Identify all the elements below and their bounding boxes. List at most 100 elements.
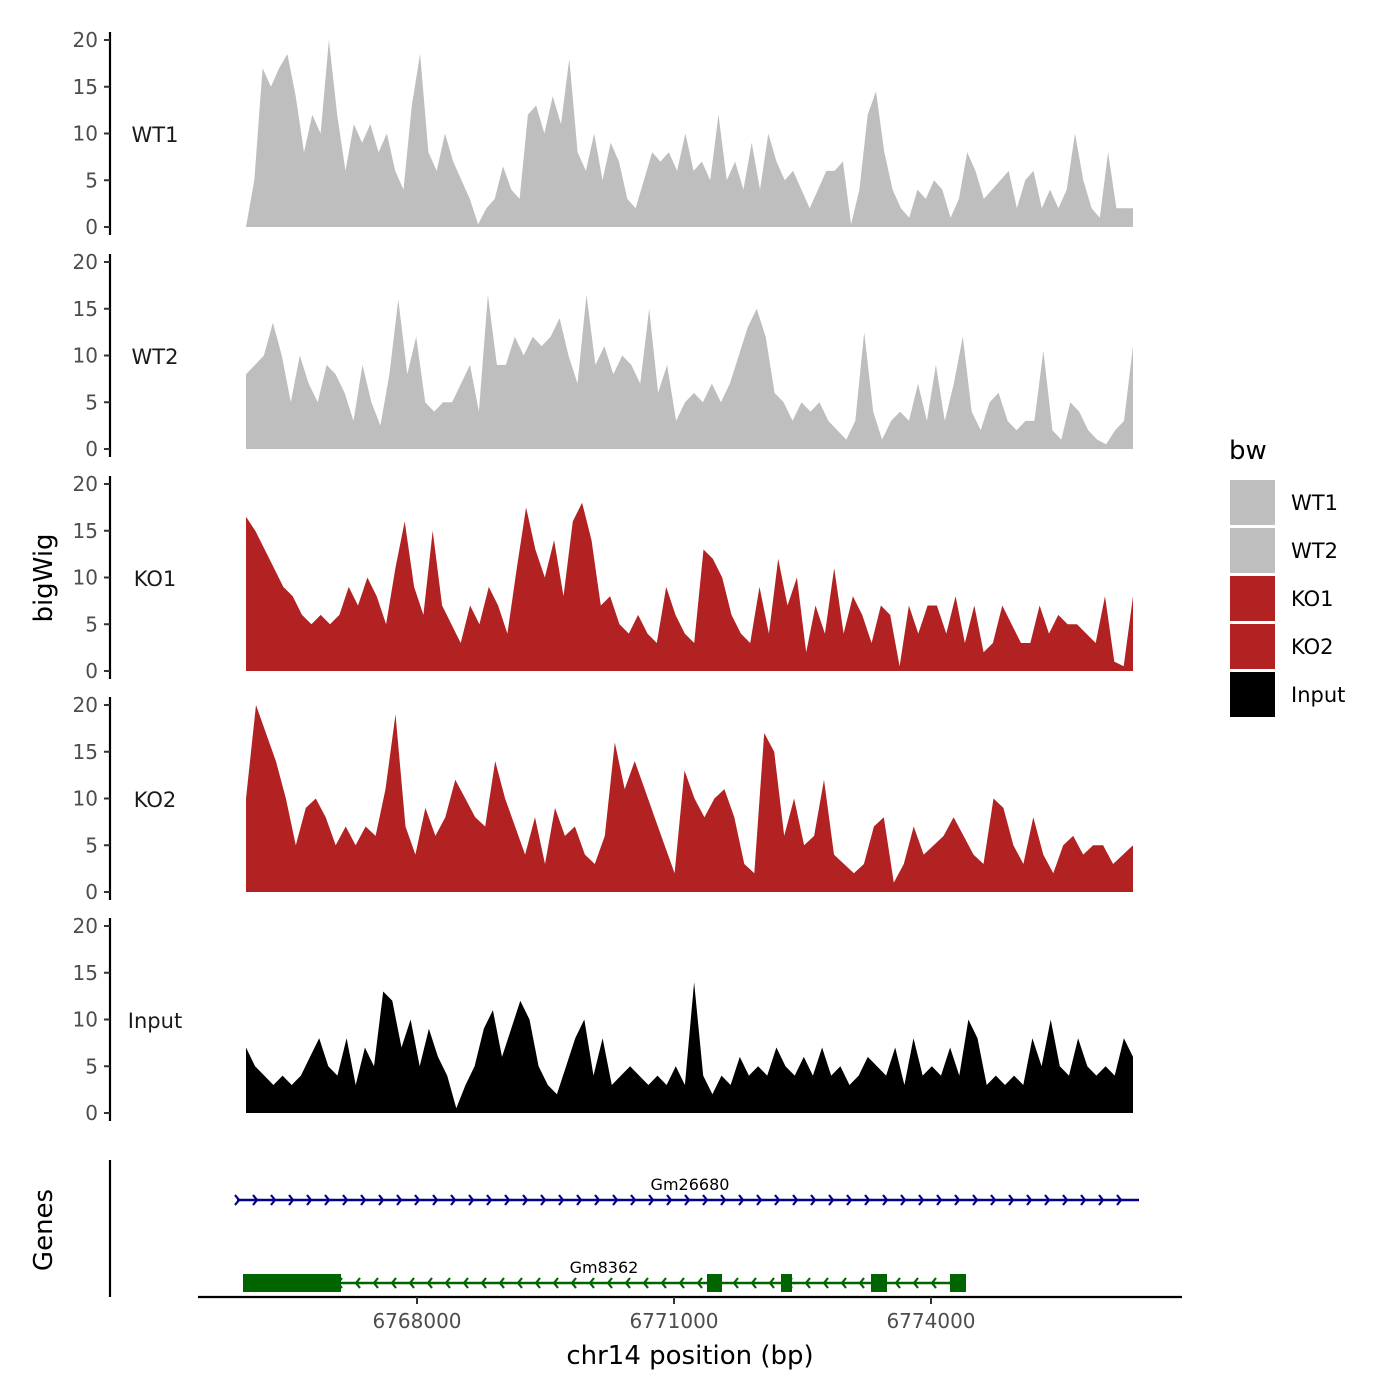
strand-chevron — [462, 1277, 469, 1289]
legend-label-ko2: KO2 — [1291, 635, 1334, 659]
strand-chevron — [354, 1277, 361, 1289]
strand-chevron — [594, 1194, 601, 1206]
y-tick-label: 5 — [85, 1054, 98, 1078]
strand-chevron — [414, 1194, 421, 1206]
panel-ko1: 0 5 10 15 20 KO1 — [73, 472, 1133, 683]
gene-exon — [269, 1274, 341, 1292]
strand-chevron — [498, 1277, 505, 1289]
y-tick-label: 0 — [85, 880, 98, 904]
gene-exon — [781, 1274, 792, 1292]
legend-title: bw — [1229, 436, 1267, 466]
y-tick-label: 0 — [85, 659, 98, 683]
strand-chevron — [828, 1194, 835, 1206]
legend-key-ko1 — [1230, 576, 1275, 621]
area-wt2 — [246, 294, 1133, 449]
legend-key-input — [1230, 672, 1275, 717]
track-label: Input — [128, 1009, 182, 1033]
y-tick-label: 15 — [73, 961, 98, 985]
strand-chevron — [612, 1194, 619, 1206]
strand-chevron — [648, 1194, 655, 1206]
strand-chevron — [678, 1277, 685, 1289]
strand-chevron — [234, 1194, 241, 1206]
gene-label: Gm26680 — [651, 1175, 730, 1194]
strand-chevron — [750, 1277, 757, 1289]
strand-chevron — [630, 1194, 637, 1206]
area-input — [246, 982, 1133, 1113]
strand-chevron — [306, 1194, 313, 1206]
y-tick-label: 10 — [73, 1008, 98, 1032]
y-tick-label: 15 — [73, 75, 98, 99]
strand-chevron — [810, 1194, 817, 1206]
strand-chevron — [1116, 1194, 1123, 1206]
strand-chevron — [1080, 1194, 1087, 1206]
legend-key-wt2 — [1230, 528, 1275, 573]
strand-chevron — [696, 1277, 703, 1289]
strand-chevron — [324, 1194, 331, 1206]
gene-gm26680: Gm26680 — [234, 1175, 1139, 1206]
strand-chevron — [288, 1194, 295, 1206]
x-axis-title: chr14 position (bp) — [566, 1341, 813, 1371]
strand-chevron — [270, 1194, 277, 1206]
gene-gm8362: Gm8362 — [243, 1258, 966, 1292]
strand-chevron — [396, 1194, 403, 1206]
strand-chevron — [900, 1194, 907, 1206]
strand-chevron — [1044, 1194, 1051, 1206]
strand-chevron — [432, 1194, 439, 1206]
strand-chevron — [660, 1277, 667, 1289]
y-tick-label: 5 — [85, 833, 98, 857]
y-tick-label: 20 — [73, 472, 98, 496]
y-tick-label: 5 — [85, 390, 98, 414]
strand-chevron — [444, 1277, 451, 1289]
strand-chevron — [558, 1194, 565, 1206]
legend-label-wt2: WT2 — [1291, 539, 1338, 563]
legend-key-wt1 — [1230, 480, 1275, 525]
strand-chevron — [522, 1194, 529, 1206]
y-tick-label: 20 — [73, 28, 98, 52]
strand-chevron — [666, 1194, 673, 1206]
strand-chevron — [1062, 1194, 1069, 1206]
genes-axis-title: Genes — [29, 1189, 59, 1271]
strand-chevron — [918, 1194, 925, 1206]
strand-chevron — [1026, 1194, 1033, 1206]
strand-chevron — [570, 1277, 577, 1289]
strand-chevron — [480, 1277, 487, 1289]
strand-chevron — [468, 1194, 475, 1206]
y-tick-label: 20 — [73, 250, 98, 274]
area-ko2 — [246, 705, 1133, 892]
y-tick-label: 10 — [73, 344, 98, 368]
x-tick-label: 6774000 — [886, 1309, 975, 1333]
gene-label: Gm8362 — [570, 1258, 639, 1277]
y-tick-label: 5 — [85, 168, 98, 192]
y-tick-label: 10 — [73, 566, 98, 590]
strand-chevron — [846, 1194, 853, 1206]
x-tick-label: 6768000 — [372, 1309, 461, 1333]
strand-chevron — [642, 1277, 649, 1289]
track-label: WT2 — [132, 345, 179, 369]
strand-chevron — [936, 1194, 943, 1206]
coverage-panels: 0 5 10 15 20 WT1 0 5 10 15 20 WT2 0 5 10 15 20 KO1 0 5 10 15 2… — [73, 28, 1133, 1125]
y-tick-label: 15 — [73, 297, 98, 321]
y-tick-label: 5 — [85, 612, 98, 636]
y-tick-label: 10 — [73, 787, 98, 811]
track-label: KO1 — [134, 567, 177, 591]
y-tick-label: 0 — [85, 215, 98, 239]
strand-chevron — [576, 1194, 583, 1206]
y-tick-label: 20 — [73, 914, 98, 938]
strand-chevron — [930, 1277, 937, 1289]
legend-label-wt1: WT1 — [1291, 491, 1338, 515]
strand-chevron — [732, 1277, 739, 1289]
y-axis-title: bigWig — [29, 533, 59, 622]
area-ko1 — [246, 502, 1133, 671]
gene-exon — [243, 1274, 269, 1292]
legend: bw WT1 WT2 KO1 KO2 Input — [1229, 436, 1345, 717]
strand-chevron — [882, 1194, 889, 1206]
gene-exon — [871, 1274, 887, 1292]
area-wt1 — [246, 40, 1133, 227]
strand-chevron — [858, 1277, 865, 1289]
y-tick-label: 20 — [73, 693, 98, 717]
panel-input: 0 5 10 15 20 Input — [73, 914, 1133, 1125]
strand-chevron — [486, 1194, 493, 1206]
track-label: WT1 — [132, 123, 179, 147]
strand-chevron — [1098, 1194, 1105, 1206]
